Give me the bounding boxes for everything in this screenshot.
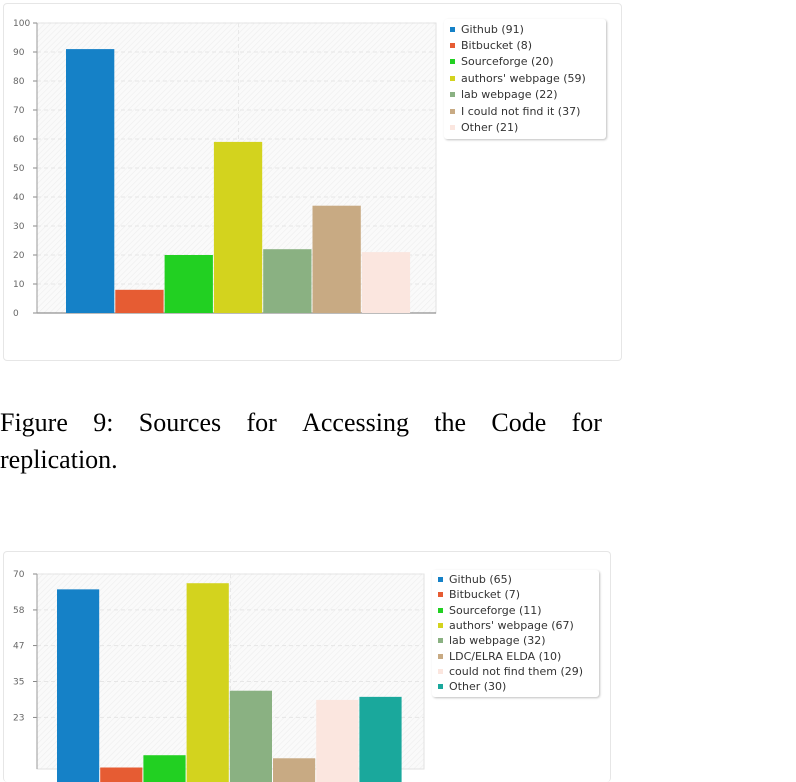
bar [187,583,229,782]
legend-item: could not find them (29) [438,664,593,679]
legend-item: LDC/ELRA ELDA (10) [438,648,593,663]
legend-label: Other (30) [449,680,506,693]
legend-swatch [438,654,443,659]
legend-label: Github (65) [449,573,512,586]
legend-label: Sourceforge (11) [449,604,542,617]
legend-swatch [438,592,443,597]
legend-swatch [438,638,443,643]
legend-swatch [438,669,443,674]
legend-swatch [438,623,443,628]
legend-item: Bitbucket (7) [438,587,593,602]
bar [100,768,142,782]
legend-label: Bitbucket (7) [449,588,520,601]
legend-label: could not find them (29) [449,665,583,678]
legend-label: LDC/ELRA ELDA (10) [449,650,561,663]
y-tick-label: 23 [13,713,24,723]
y-tick-label: 70 [13,570,25,580]
bar [273,758,315,782]
legend-2: Github (65) Bitbucket (7) Sourceforge (11)… [432,570,599,697]
legend-item: Github (65) [438,572,593,587]
legend-item: Sourceforge (11) [438,603,593,618]
bar [359,697,401,782]
bar [316,700,358,782]
y-tick-label: 47 [13,642,24,652]
legend-label: lab webpage (32) [449,634,546,647]
legend-item: Other (30) [438,679,593,694]
legend-swatch [438,684,443,689]
legend-swatch [438,608,443,613]
legend-item: lab webpage (32) [438,633,593,648]
legend-label: authors' webpage (67) [449,619,574,632]
y-tick-label: 58 [13,606,25,616]
y-tick-label: 35 [13,678,24,688]
bar [57,589,99,782]
legend-swatch [438,577,443,582]
bar [230,691,272,782]
legend-item: authors' webpage (67) [438,618,593,633]
